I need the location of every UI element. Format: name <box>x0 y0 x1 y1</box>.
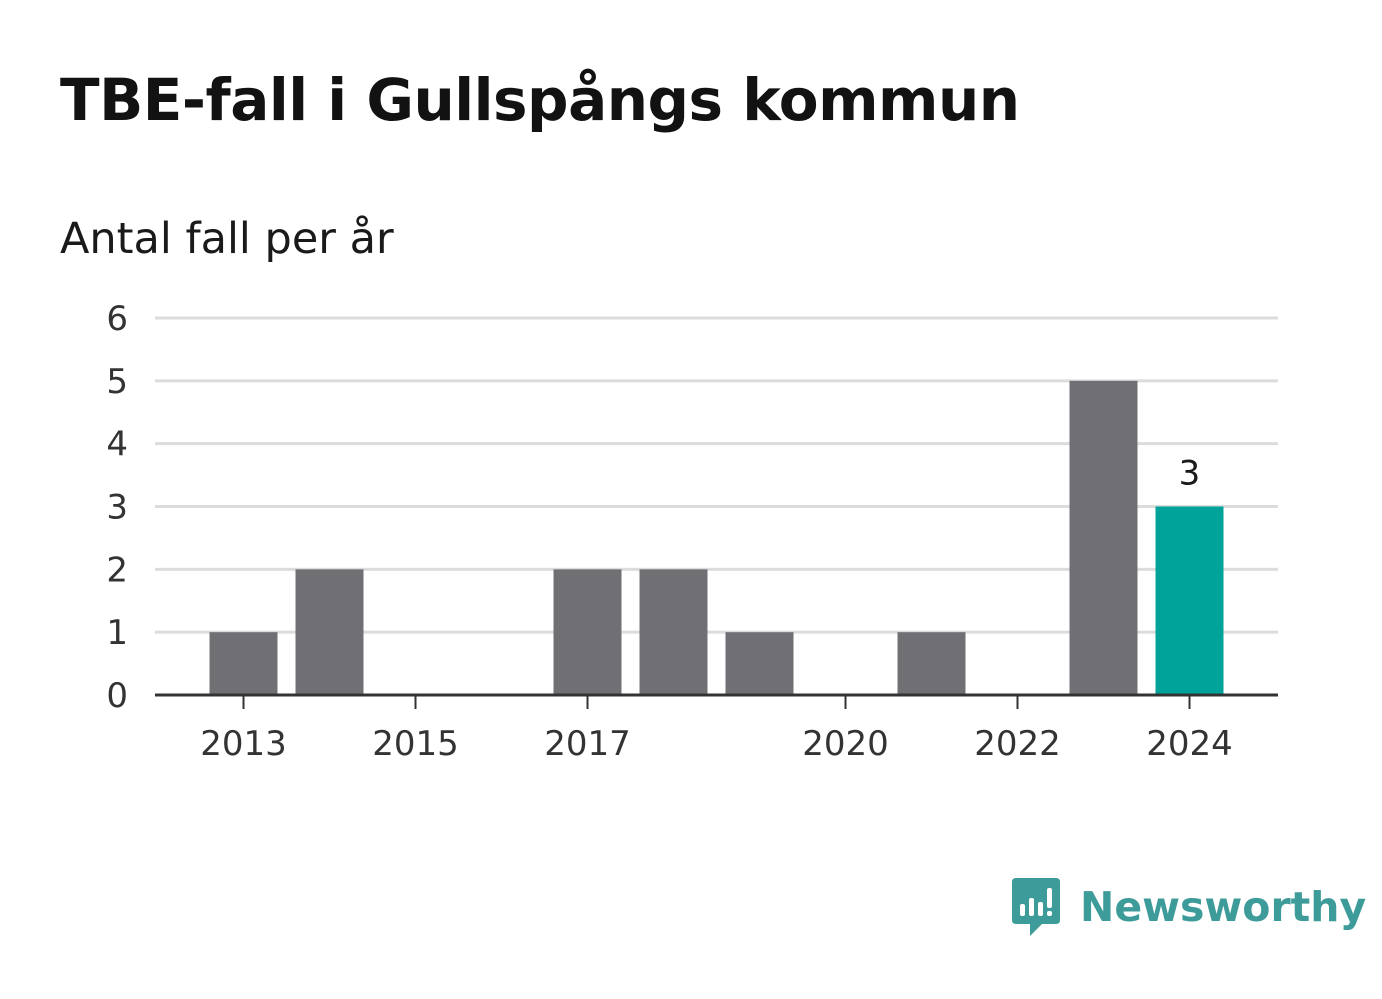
x-tick-label: 2013 <box>200 724 287 764</box>
bar-highlight <box>1155 506 1224 695</box>
brand-logo: Newsworthy <box>1010 876 1366 938</box>
bar <box>725 632 794 695</box>
data-label: 3 <box>1179 454 1201 494</box>
bar <box>897 632 966 695</box>
y-tick-label: 0 <box>106 676 128 716</box>
x-tick-label: 2024 <box>1146 724 1233 764</box>
y-tick-label: 1 <box>106 613 128 653</box>
x-tick-label: 2015 <box>372 724 459 764</box>
bar <box>639 569 708 695</box>
x-tick-label: 2020 <box>802 724 889 764</box>
chart-title: TBE-fall i Gullspångs kommun <box>60 66 1020 134</box>
bar <box>209 632 278 695</box>
y-tick-label: 5 <box>106 362 128 402</box>
bar <box>1069 380 1138 695</box>
y-tick-label: 6 <box>106 299 128 339</box>
brand-name: Newsworthy <box>1080 883 1367 931</box>
bar <box>295 569 364 695</box>
chart-subtitle: Antal fall per år <box>60 214 394 264</box>
newsworthy-logo-icon <box>1012 878 1060 936</box>
x-tick-label: 2017 <box>544 724 631 764</box>
bar <box>553 569 622 695</box>
y-tick-label: 3 <box>106 488 128 528</box>
y-tick-label: 2 <box>106 550 128 590</box>
y-tick-label: 4 <box>106 425 128 465</box>
x-tick-label: 2022 <box>974 724 1061 764</box>
